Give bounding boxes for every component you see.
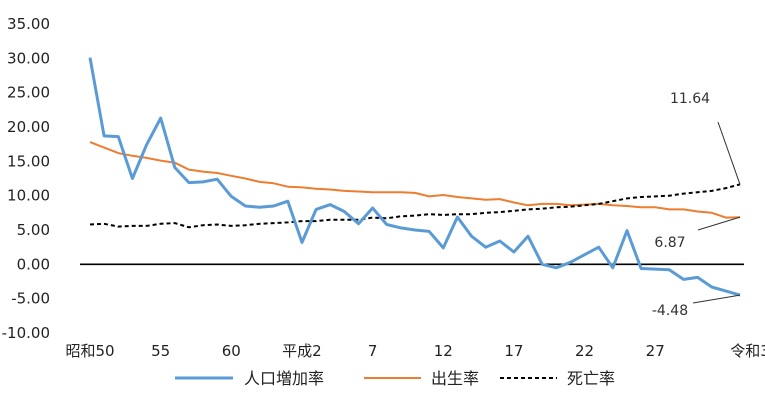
x-tick-label: 平成2: [282, 342, 322, 360]
y-tick-label: 10.00: [7, 187, 50, 205]
series-line-death-rate: [89, 183, 741, 229]
y-tick-label: 20.00: [7, 118, 50, 136]
y-tick-label: 15.00: [7, 152, 50, 170]
x-tick-label: 令和3: [730, 342, 765, 360]
series-line-birth-rate: [89, 141, 741, 219]
annotation-leader-line: [692, 294, 741, 304]
y-tick-label: 5.00: [17, 221, 50, 239]
y-tick-label: 35.00: [7, 15, 50, 33]
x-tick-label: 55: [151, 342, 170, 360]
annotation-leader-line: [717, 121, 741, 185]
legend: 人口増加率 出生率 死亡率: [175, 369, 615, 388]
x-tick-label: 昭和50: [65, 342, 114, 360]
annotation-leader-line: [697, 216, 741, 231]
series-lines: [88, 57, 741, 297]
x-tick-label: 60: [222, 342, 241, 360]
legend-label-population-growth: 人口増加率: [244, 369, 324, 388]
x-tick-label: 22: [575, 342, 594, 360]
annotation-death-rate-latest: 11.64: [670, 91, 710, 107]
x-tick-label: 17: [504, 342, 523, 360]
annotations: 11.64 6.87 -4.48: [652, 91, 741, 319]
legend-label-birth-rate: 出生率: [431, 369, 479, 388]
x-tick-label: 7: [368, 342, 378, 360]
series-line-population-growth: [88, 57, 741, 297]
x-axis-labels: 昭和50 55 60 平成2 7 12 17 22 27 令和3: [65, 342, 765, 360]
x-tick-label: 12: [434, 342, 453, 360]
y-axis-labels: -10.00 -5.00 0.00 5.00 10.00 15.00 20.00 25.00 3…: [2, 15, 50, 342]
y-tick-label: 30.00: [7, 49, 50, 67]
y-tick-label: -5.00: [11, 290, 50, 308]
annotation-birth-rate-latest: 6.87: [654, 235, 685, 251]
legend-label-death-rate: 死亡率: [567, 369, 615, 388]
x-tick-label: 27: [646, 342, 665, 360]
y-tick-label: 25.00: [7, 84, 50, 102]
annotation-population-growth-latest: -4.48: [652, 303, 688, 319]
y-tick-label: -10.00: [2, 324, 50, 342]
y-tick-label: 0.00: [17, 255, 50, 273]
